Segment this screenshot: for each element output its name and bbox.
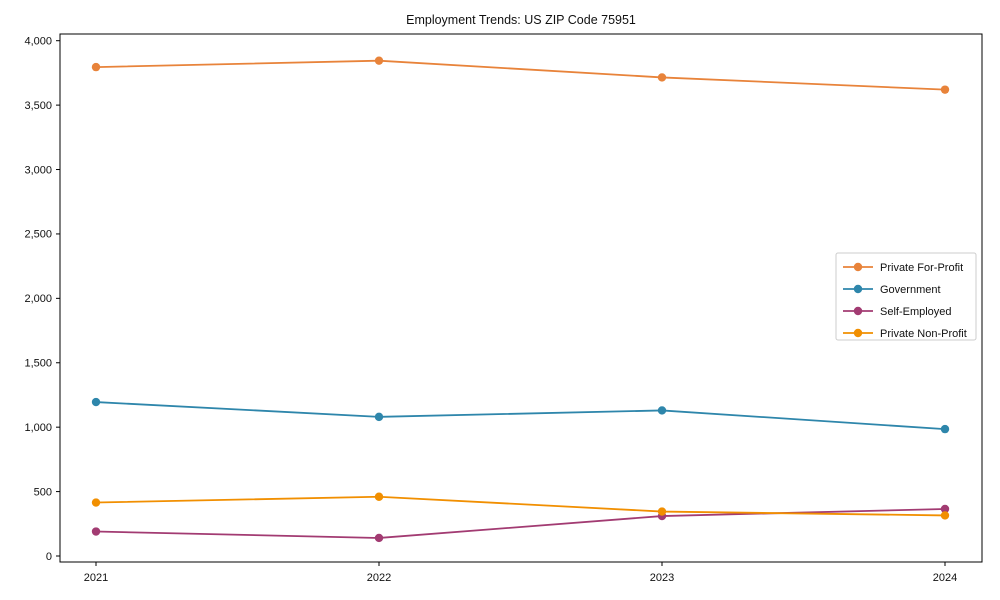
data-point-government-2024 [940, 424, 950, 434]
y-tick-label: 500 [34, 486, 52, 498]
data-point-government-2021 [91, 397, 101, 407]
legend-label-government: Government [880, 284, 941, 296]
data-point-government-2023 [657, 406, 667, 415]
y-tick-label: 3,500 [24, 100, 52, 112]
data-point-private-non-profit-2022 [374, 492, 384, 501]
y-tick-label: 2,000 [24, 293, 52, 305]
legend [835, 252, 977, 341]
series-line-self-employed [95, 508, 946, 539]
data-point-private-non-profit-2021 [91, 498, 101, 507]
data-point-private-non-profit-2023 [657, 507, 667, 516]
x-tick-label: 2023 [650, 572, 674, 584]
x-tick-label: 2022 [367, 572, 391, 584]
series-line-private-non-profit [95, 495, 946, 517]
legend-marker-private-for-profit [853, 262, 863, 272]
legend-label-private-for-profit: Private For-Profit [880, 262, 963, 274]
legend-label-private-non-profit: Private Non-Profit [880, 328, 967, 340]
series-line-government [95, 401, 946, 431]
data-point-private-for-profit-2023 [657, 73, 667, 82]
y-tick-label: 4,000 [24, 36, 52, 48]
y-tick-label: 1,000 [24, 422, 52, 434]
legend-marker-private-non-profit [853, 328, 863, 338]
legend-label-self-employed: Self-Employed [880, 306, 952, 318]
data-point-private-for-profit-2022 [374, 56, 384, 65]
data-point-private-non-profit-2024 [940, 511, 950, 520]
plot-area: 0 500 1,000 1,500 2,000 2,500 3,000 3,500 4,000 2… [24, 33, 983, 584]
data-point-private-for-profit-2024 [940, 85, 950, 94]
series-line-private-for-profit [95, 59, 946, 91]
legend-marker-government [853, 284, 863, 294]
y-tick-label: 2,500 [24, 229, 52, 241]
data-point-self-employed-2022 [374, 533, 384, 543]
data-point-self-employed-2021 [91, 527, 101, 536]
data-point-private-for-profit-2021 [91, 62, 101, 72]
y-tick-label: 3,000 [24, 164, 52, 176]
legend-marker-self-employed [853, 306, 863, 316]
y-tick-label: 1,500 [24, 358, 52, 370]
data-point-government-2022 [374, 412, 384, 422]
x-tick-label: 2021 [84, 572, 108, 584]
chart-title: Employment Trends: US ZIP Code 75951 [406, 13, 636, 27]
x-tick-label: 2024 [933, 572, 957, 584]
data-point-self-employed-2024 [940, 504, 950, 514]
y-tick-label: 0 [46, 551, 52, 563]
